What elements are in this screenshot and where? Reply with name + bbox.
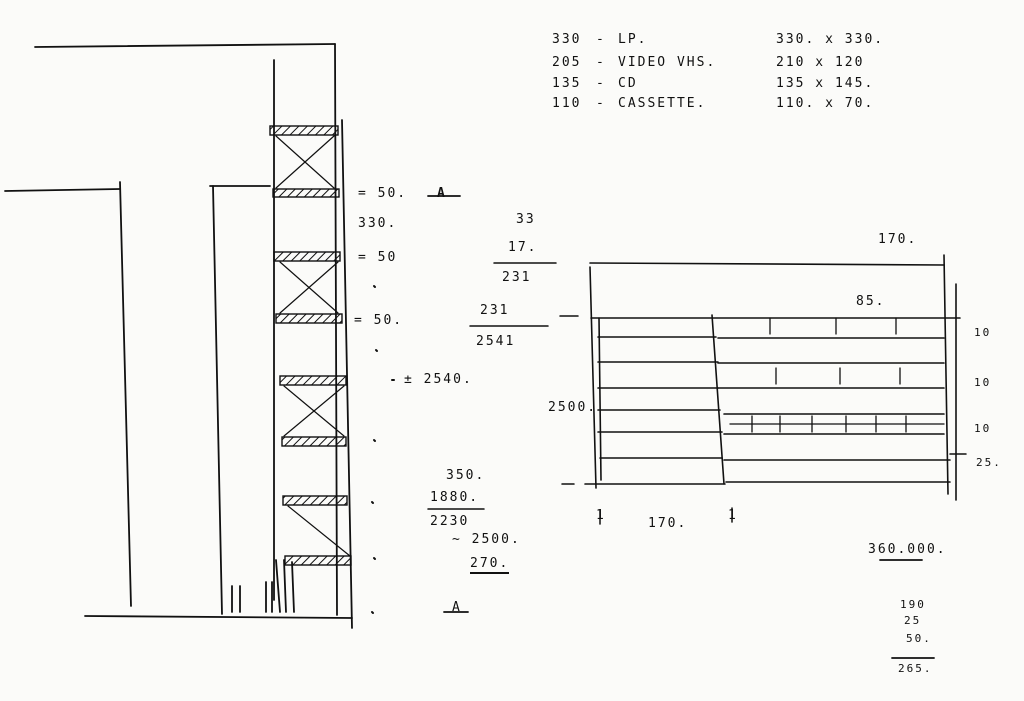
price-label: 360.000. xyxy=(868,542,947,557)
legend-size: 110. x 70. xyxy=(776,96,875,111)
section-mark-top: A xyxy=(437,186,447,201)
legend-dash: - xyxy=(596,96,606,111)
span-label: 330. xyxy=(358,216,398,231)
height-label: 2500. xyxy=(548,400,598,415)
gap-label-mid2: = 50. xyxy=(354,313,404,328)
calc-a: 33 xyxy=(516,212,536,227)
calc2-approx: ~ 2500. xyxy=(452,532,521,547)
cross-braces xyxy=(275,135,351,557)
legend-code: 135 xyxy=(552,76,582,91)
totals-item: 25 xyxy=(904,614,922,627)
height-note: ± 2540. xyxy=(404,372,473,387)
totals-lines xyxy=(879,559,935,659)
bottom-width-label: 170. xyxy=(648,516,688,531)
section-mark-bottom: A xyxy=(452,600,462,615)
section-marker xyxy=(427,195,469,613)
cabinet-dividers xyxy=(729,317,945,433)
calc-b: 17. xyxy=(508,240,538,255)
legend-item: CASSETTE. xyxy=(618,96,707,111)
totals-item: 50. xyxy=(906,632,932,645)
legend-size: 210 x 120 xyxy=(776,55,865,70)
totals-item: 265. xyxy=(898,662,933,675)
calc-total: 2541 xyxy=(476,334,516,349)
shelves xyxy=(269,125,352,566)
calc2-result: 270. xyxy=(470,556,510,574)
calc-c: 231 xyxy=(480,303,510,318)
legend-item: VIDEO VHS. xyxy=(618,55,717,70)
inner-width-label: 85. xyxy=(856,294,886,309)
bottom-tick-label: 1 xyxy=(728,508,738,523)
wall-section-outline xyxy=(4,43,353,629)
legend-code: 330 xyxy=(552,32,582,47)
legend-code: 110 xyxy=(552,96,582,111)
calc2-b: 1880. xyxy=(430,490,480,505)
calc-lines xyxy=(427,262,557,510)
right-dim: 10 xyxy=(974,326,992,339)
right-dim: 25. xyxy=(976,456,1002,469)
legend-item: LP. xyxy=(618,32,648,47)
bottom-tick-label: 1 xyxy=(596,508,606,523)
top-width-label: 170. xyxy=(878,232,918,247)
totals-item: 190 xyxy=(900,598,926,611)
gap-label-top: = 50. xyxy=(358,186,408,201)
legend-size: 135 x 145. xyxy=(776,76,875,91)
legend-dash: - xyxy=(596,55,606,70)
right-dim: 10 xyxy=(974,376,992,389)
cabinet-dim-marks xyxy=(559,315,967,525)
legend-code: 205 xyxy=(552,55,582,70)
gap-label-mid1: = 50 xyxy=(358,250,398,265)
calc-sum: 231 xyxy=(502,270,532,285)
right-dim: 10 xyxy=(974,422,992,435)
calc2-sum: 2230 xyxy=(430,514,470,529)
dimension-dots xyxy=(371,285,395,614)
legend-dash: - xyxy=(596,76,606,91)
legend-size: 330. x 330. xyxy=(776,32,885,47)
calc2-a: 350. xyxy=(446,468,486,483)
legend-dash: - xyxy=(596,32,606,47)
cabinet-elevation xyxy=(584,254,961,501)
legend-item: CD xyxy=(618,76,638,91)
